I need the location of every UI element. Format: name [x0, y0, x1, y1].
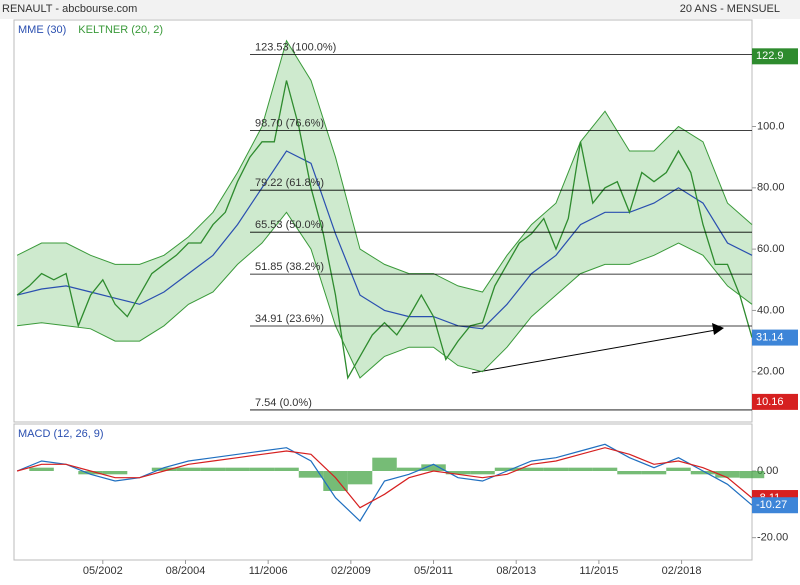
- signal-line: [16, 447, 753, 509]
- header-bar: [0, 0, 800, 19]
- price-tag-label: 31.14: [756, 331, 784, 343]
- macd-histogram: [568, 467, 593, 471]
- macd-histogram: [494, 467, 520, 471]
- x-tick-label: 08/2013: [496, 565, 536, 577]
- x-tick-label: 11/2006: [249, 565, 288, 577]
- macd-histogram: [225, 467, 250, 471]
- macd-histogram: [470, 471, 495, 475]
- macd-histogram: [739, 471, 765, 479]
- trend-arrow: [712, 323, 724, 335]
- x-tick-label: 02/2009: [331, 565, 371, 577]
- fib-label: 123.53 (100.0%): [255, 41, 336, 53]
- header-left: RENAULT - abcbourse.com: [2, 3, 137, 15]
- price-tag: [752, 329, 798, 346]
- x-tick-label: 05/2002: [83, 565, 123, 577]
- macd-frame: [13, 423, 753, 561]
- y-tick-label: 20.00: [757, 366, 785, 378]
- y-tick-label: 60.00: [757, 243, 785, 255]
- macd-histogram: [298, 471, 324, 478]
- macd-histogram: [396, 467, 422, 471]
- keltner-band: [16, 39, 753, 293]
- x-tick-label: 05/2011: [414, 565, 453, 577]
- macd-histogram: [592, 467, 618, 471]
- keltner-band: [17, 211, 753, 379]
- macd-histogram: [543, 467, 569, 471]
- price-tag: [752, 497, 798, 514]
- macd-histogram: [641, 471, 667, 475]
- y-tick-label: -20.00: [757, 532, 788, 544]
- macd-line: [16, 443, 753, 522]
- x-tick-label: 11/2015: [579, 565, 618, 577]
- price-tag-label: -10.27: [756, 499, 787, 511]
- fib-label: 98.70 (76.6%): [255, 117, 324, 129]
- header-right: 20 ANS - MENSUEL: [680, 3, 780, 15]
- fib-label: 79.22 (61.8%): [255, 177, 324, 189]
- macd-histogram: [715, 471, 740, 478]
- macd-histogram: [102, 471, 128, 475]
- macd-title: MACD (12, 26, 9): [18, 428, 104, 440]
- macd-histogram: [78, 471, 103, 475]
- price-tag-label: 10.16: [756, 396, 784, 408]
- x-tick-label: 08/2004: [166, 565, 206, 577]
- price-line: [16, 80, 753, 380]
- macd-histogram: [176, 467, 201, 471]
- fib-label: 51.85 (38.2%): [255, 261, 324, 273]
- macd-histogram: [29, 467, 54, 471]
- macd-histogram: [519, 467, 544, 471]
- macd-histogram: [347, 471, 373, 485]
- price-tag: [752, 48, 798, 65]
- x-tick-label: 02/2018: [662, 565, 702, 577]
- fib-label: 34.91 (23.6%): [255, 313, 324, 325]
- macd-histogram: [200, 467, 226, 471]
- macd-histogram: [666, 467, 691, 471]
- macd-histogram: [445, 471, 471, 475]
- macd-histogram: [690, 471, 716, 475]
- trend-line: [471, 329, 717, 374]
- keltner-fill: [17, 40, 753, 378]
- legend-entry: MME (30): [18, 24, 66, 36]
- y-tick-label: 40.00: [757, 304, 785, 316]
- macd-histogram: [617, 471, 642, 475]
- macd-histogram: [151, 467, 177, 471]
- macd-histogram: [372, 457, 397, 471]
- macd-histogram: [274, 467, 299, 471]
- price-frame: [13, 19, 753, 423]
- legend-entry: KELTNER (20, 2): [78, 24, 163, 36]
- price-tag: [752, 393, 798, 410]
- fib-label: 7.54 (0.0%): [255, 397, 312, 409]
- macd-histogram: [249, 467, 275, 471]
- price-tag-label: 122.9: [756, 50, 784, 62]
- y-tick-label: 80.00: [757, 182, 785, 194]
- fib-label: 65.53 (50.0%): [255, 219, 324, 231]
- y-tick-label: 100.0: [757, 120, 785, 132]
- macd-histogram: [421, 464, 446, 471]
